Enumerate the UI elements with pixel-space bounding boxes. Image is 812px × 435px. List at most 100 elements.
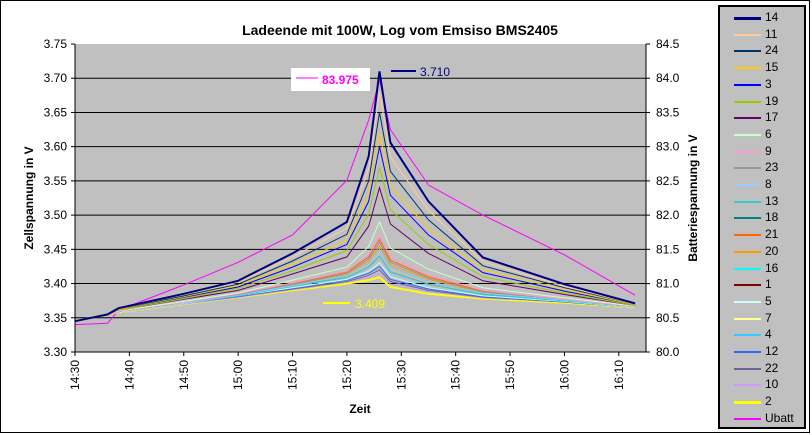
legend-item-1: 1 — [720, 277, 804, 294]
y-tick-label: 3.65 — [44, 105, 68, 119]
x-tick-label: 15:30 — [394, 360, 408, 390]
legend-label: 15 — [765, 60, 779, 75]
legend-label: 23 — [765, 160, 779, 175]
y-tick-label: 3.45 — [44, 242, 68, 256]
legend-item-7: 7 — [720, 311, 804, 328]
legend-item-19: 19 — [720, 94, 804, 111]
legend-label: 13 — [765, 193, 779, 208]
legend-swatch — [734, 401, 761, 405]
y-tick-label: 3.50 — [44, 208, 68, 222]
legend-item-10: 10 — [720, 377, 804, 394]
y-tick-label: 3.75 — [44, 37, 68, 51]
y-tick-label: 3.30 — [44, 345, 68, 359]
legend-swatch — [734, 50, 761, 53]
legend-swatch — [734, 33, 761, 36]
legend-item-2: 2 — [720, 394, 804, 411]
series-lines — [74, 71, 636, 326]
legend-swatch — [734, 184, 761, 186]
legend-item-20: 20 — [720, 243, 804, 261]
legend-label: 14 — [765, 10, 779, 24]
legend-item-3: 3 — [720, 76, 804, 94]
legend-label: 2 — [765, 394, 772, 409]
annotation-cell-min: 3.409 — [323, 297, 385, 311]
y-tick-label: 3.55 — [44, 174, 68, 188]
legend-swatch — [734, 17, 761, 20]
legend-swatch — [734, 284, 761, 287]
legend-item-18: 18 — [720, 210, 804, 227]
annotation-cell-max: 3.710 — [391, 65, 450, 79]
annotation-label: 3.409 — [355, 297, 385, 311]
legend-swatch — [734, 417, 761, 420]
legend-item-6: 6 — [720, 127, 804, 144]
legend-label: 11 — [765, 26, 778, 41]
line-chart: Ladeende mit 100W, Log vom Emsiso BMS240… — [22, 22, 700, 416]
legend-item-11: 11 — [720, 26, 804, 44]
legend-item-13: 13 — [720, 193, 804, 211]
chart-title: Ladeende mit 100W, Log vom Emsiso BMS240… — [242, 22, 558, 38]
x-tick-label: 15:10 — [286, 360, 300, 390]
legend-label: 18 — [765, 210, 779, 225]
x-tick-label: 15:40 — [449, 360, 463, 390]
legend-swatch — [734, 133, 761, 136]
legend-label: 8 — [765, 177, 772, 191]
legend-swatch — [734, 334, 761, 337]
legend-swatch — [734, 367, 761, 370]
y-tick-label: 3.40 — [44, 277, 68, 291]
legend-item-4: 4 — [720, 327, 804, 344]
legend-swatch — [734, 351, 761, 353]
y2-tick-label: 82.5 — [656, 174, 680, 188]
legend-swatch — [734, 300, 761, 303]
annotation-ubatt-max: 83.975 — [291, 68, 370, 91]
x-tick-label: 16:10 — [612, 360, 626, 390]
legend-label: 16 — [765, 260, 779, 275]
series-line-9 — [74, 234, 636, 322]
legend-item-9: 9 — [720, 143, 804, 161]
legend-label: Ubatt — [765, 410, 794, 425]
y2-tick-label: 81.0 — [656, 277, 680, 291]
legend-swatch — [734, 67, 761, 70]
y2-tick-label: 84.5 — [656, 37, 680, 51]
legend-swatch — [734, 100, 761, 103]
legend-item-24: 24 — [720, 43, 804, 60]
legend-label: 3 — [765, 76, 772, 91]
legend-swatch — [734, 150, 761, 153]
y2-tick-label: 83.5 — [656, 105, 680, 119]
legend-label: 10 — [765, 377, 779, 392]
legend-label: 20 — [765, 243, 779, 258]
legend-label: 4 — [765, 327, 772, 342]
legend-swatch — [734, 250, 761, 253]
legend-swatch — [734, 117, 761, 120]
legend-swatch — [734, 167, 761, 170]
legend-label: 17 — [765, 110, 779, 125]
legend-label: 5 — [765, 293, 772, 308]
annotation-label: 3.710 — [420, 65, 450, 79]
legend-swatch — [734, 384, 761, 387]
x-tick-label: 14:30 — [68, 360, 82, 390]
legend: 14 11 24 15 3 19 17 6 9 23 8 13 18 21 20 16 1 5 7 4 12 22 10 2 U… — [718, 5, 806, 429]
y-tick-label: 3.35 — [44, 311, 68, 325]
series-line-6 — [74, 220, 636, 322]
legend-item-8: 8 — [720, 177, 804, 194]
y2-tick-label: 82.0 — [656, 208, 680, 222]
series-line-15 — [74, 132, 636, 322]
series-line-5 — [74, 262, 636, 322]
legend-item-21: 21 — [720, 227, 804, 244]
annotations: 83.975 3.710 3.409 — [291, 65, 450, 311]
legend-label: 22 — [765, 360, 779, 375]
y2-tick-label: 80.0 — [656, 345, 680, 359]
axis-ticks: 3.30 3.35 3.40 3.45 3.50 3.55 3.60 3.65 3.70 3.75… — [44, 37, 680, 390]
series-line-14 — [74, 71, 636, 323]
legend-item-22: 22 — [720, 360, 804, 378]
legend-item-ubatt: Ubatt — [720, 410, 804, 428]
y-axis-label: Zellspannung in V — [22, 146, 36, 249]
legend-item-14: 14 — [720, 10, 804, 27]
legend-swatch — [734, 317, 761, 320]
legend-swatch — [734, 200, 761, 203]
y2-tick-label: 80.5 — [656, 311, 680, 325]
legend-item-15: 15 — [720, 60, 804, 77]
legend-swatch — [734, 83, 761, 86]
legend-label: 1 — [765, 277, 772, 292]
x-axis-label: Zeit — [349, 402, 370, 416]
x-tick-label: 16:00 — [557, 360, 571, 390]
legend-label: 9 — [765, 143, 772, 158]
